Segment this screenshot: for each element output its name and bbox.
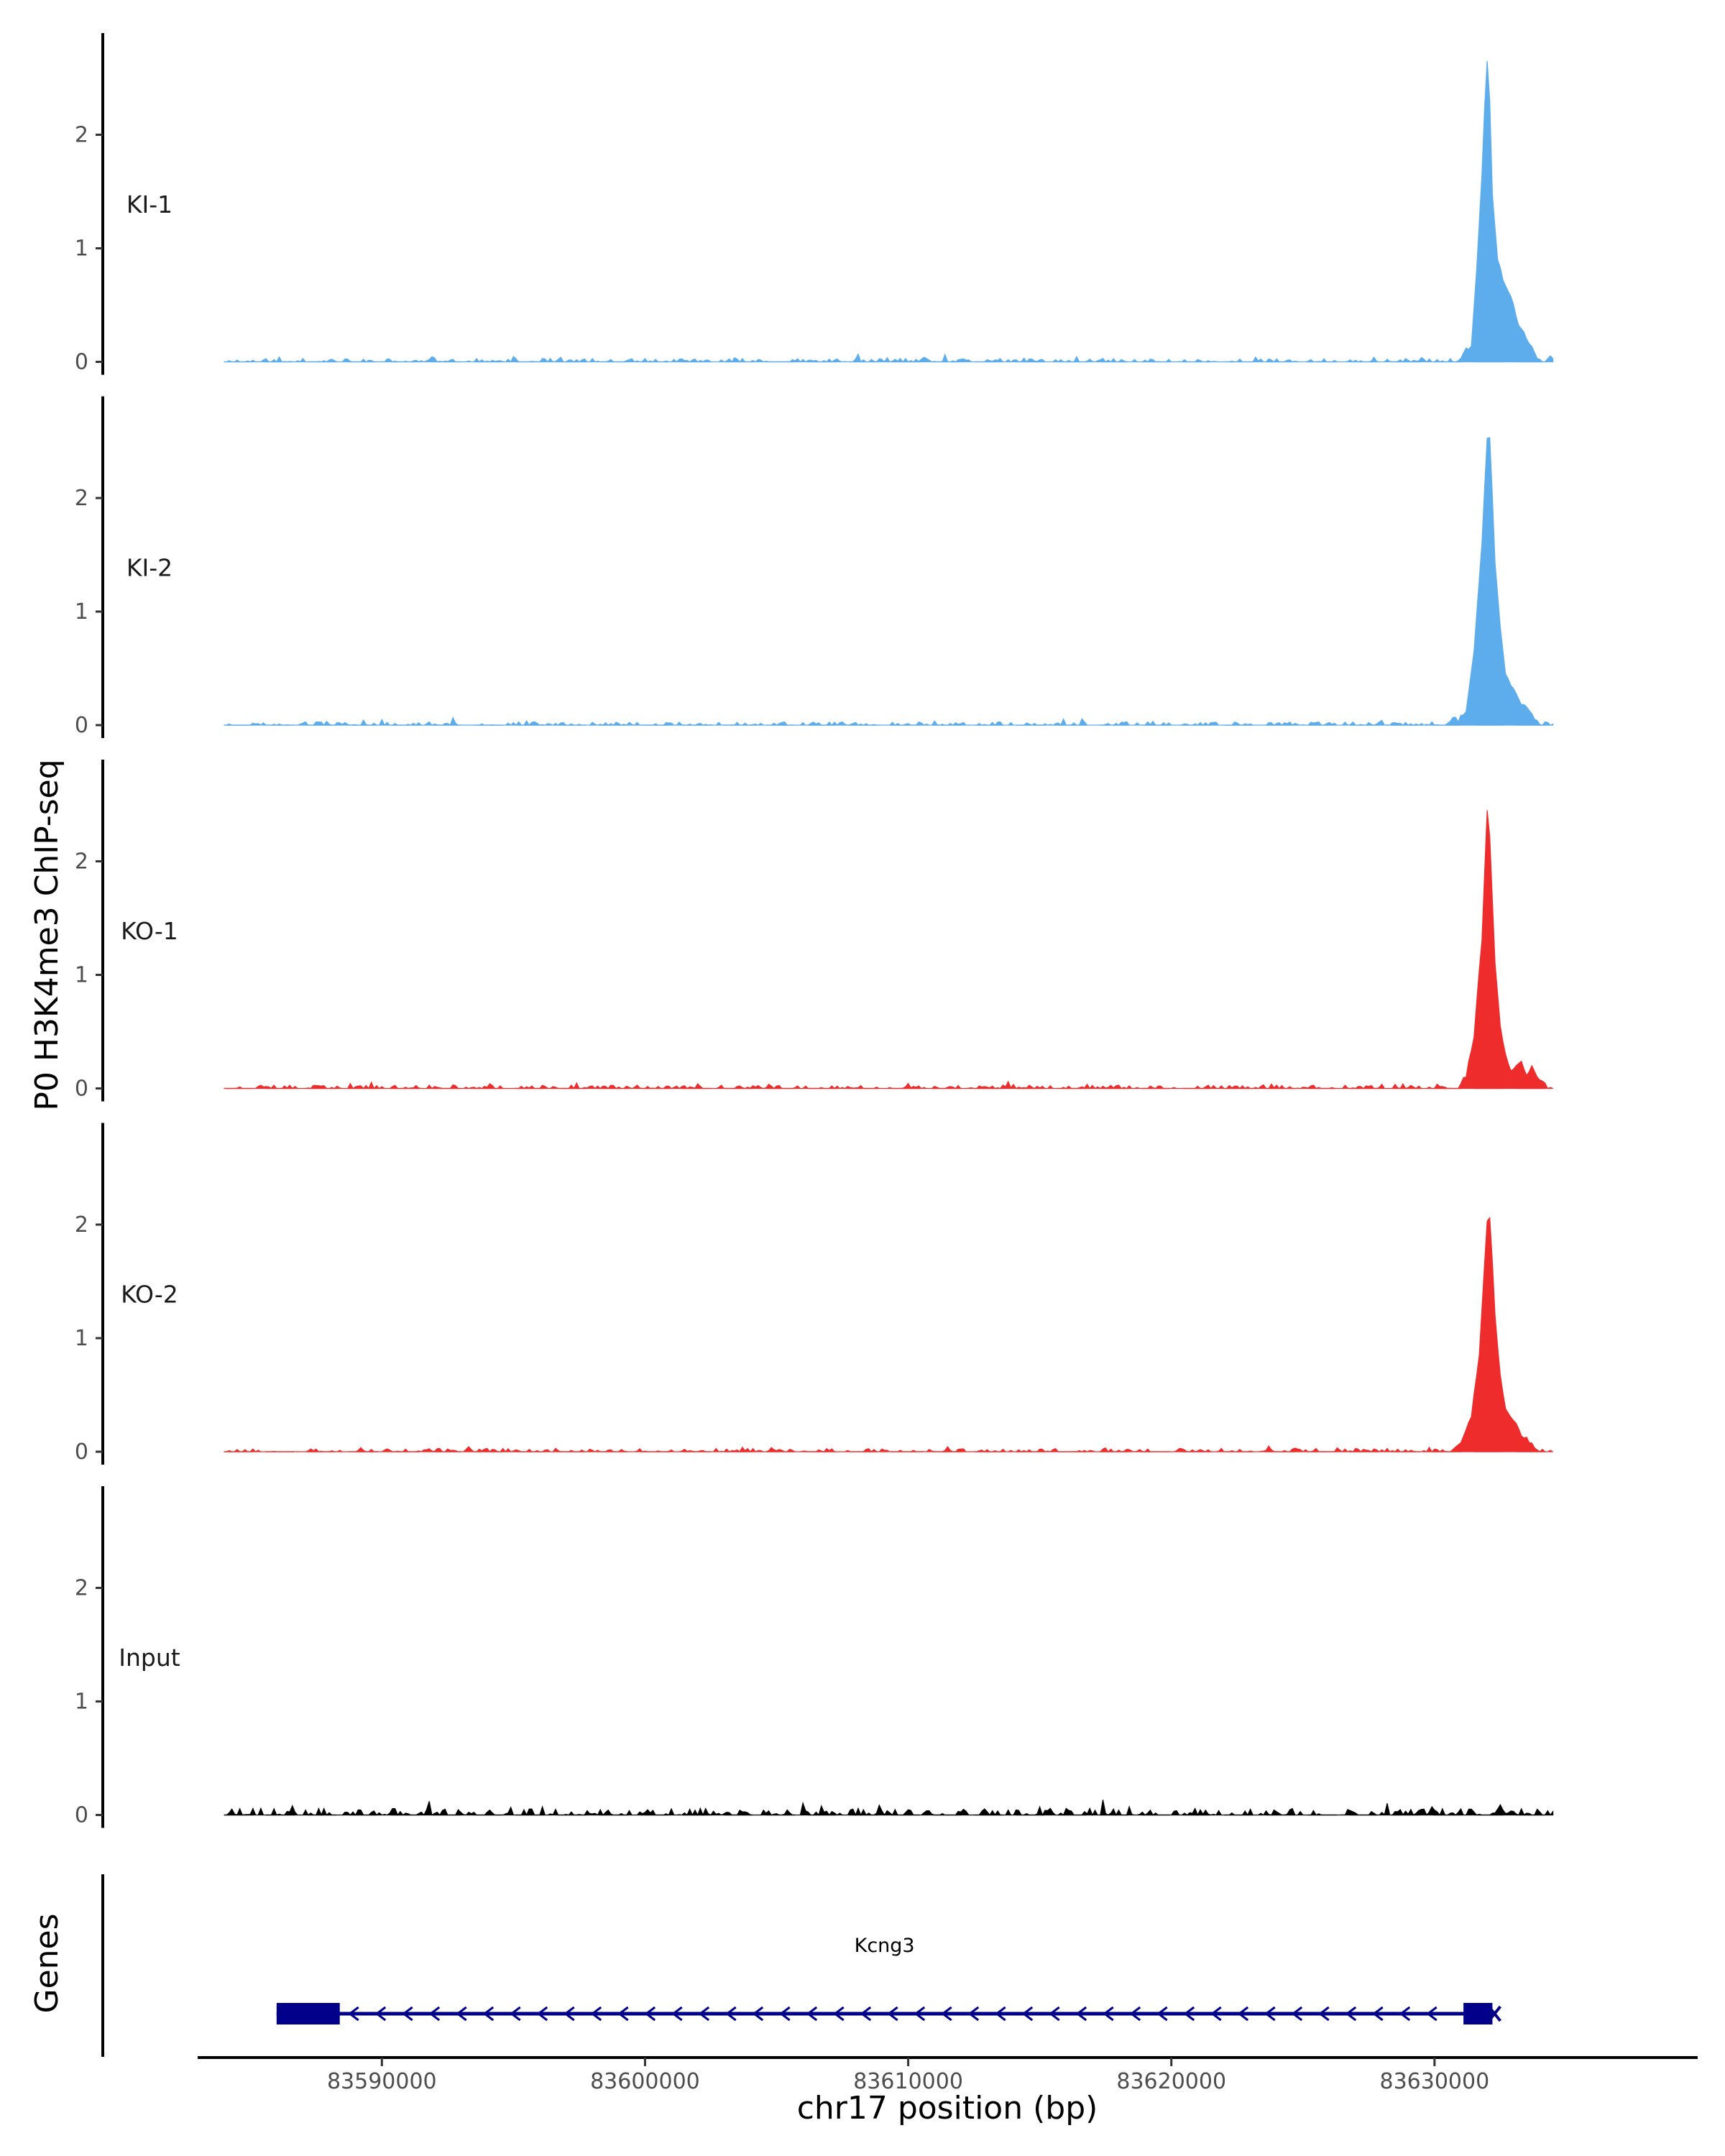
x-tick-label: 83630000	[1380, 2069, 1490, 2094]
x-tick-label: 83620000	[1116, 2069, 1226, 2094]
y-tick-label: 1	[75, 236, 88, 262]
y-tick-label: 0	[75, 713, 88, 738]
strand-arrow	[1345, 2006, 1357, 2022]
strand-arrow	[510, 2006, 521, 2022]
strand-arrow	[1399, 2006, 1411, 2022]
strand-arrow	[1291, 2006, 1303, 2022]
gene-exon	[1463, 2003, 1493, 2024]
y-tick-label: 2	[75, 1576, 88, 1601]
strand-arrow	[860, 2006, 872, 2022]
y-tick-label: 2	[75, 849, 88, 875]
strand-arrow	[402, 2006, 413, 2022]
gene-end-marker	[1487, 2005, 1501, 2022]
strand-arrow	[1021, 2006, 1034, 2022]
track-ki-2: 0 1 2 KI-2	[75, 396, 1554, 738]
strand-arrow	[1372, 2006, 1384, 2022]
strand-arrow	[914, 2006, 926, 2022]
strand-arrow	[1129, 2006, 1141, 2022]
strand-arrow	[564, 2006, 575, 2022]
strand-arrow	[833, 2006, 845, 2022]
strand-arrow	[1210, 2006, 1222, 2022]
strand-arrow	[1183, 2006, 1195, 2022]
x-tick-label: 83600000	[590, 2069, 700, 2094]
gene-name-label: Kcng3	[855, 1935, 915, 1957]
strand-arrow	[698, 2006, 710, 2022]
y-tick-label: 1	[75, 963, 88, 988]
x-tick-label: 83610000	[853, 2069, 963, 2094]
strand-arrow	[995, 2006, 1006, 2022]
track-label: KO-1	[121, 917, 178, 945]
strand-arrow	[779, 2006, 791, 2022]
strand-arrow	[887, 2006, 898, 2022]
strand-arrow	[967, 2006, 980, 2022]
strand-arrow	[536, 2006, 548, 2022]
strand-arrow	[482, 2006, 494, 2022]
strand-arrow	[428, 2006, 441, 2022]
strand-arrow	[1318, 2006, 1330, 2022]
track-label: Input	[119, 1644, 180, 1672]
y-tick-label: 0	[75, 1077, 88, 1102]
signal-area-ki-2	[224, 436, 1554, 727]
strand-arrow	[374, 2006, 387, 2022]
y-tick-label: 2	[75, 123, 88, 148]
track-ki-1: 0 1 2 KI-1	[75, 33, 1554, 375]
strand-arrow	[590, 2006, 602, 2022]
y-tick-label: 0	[75, 350, 88, 375]
gene-panel-title: Genes	[29, 1913, 65, 2013]
x-axis-title: chr17 position (bp)	[797, 2090, 1098, 2127]
gene-exon	[276, 2003, 340, 2024]
y-axis-title: P0 H3K4me3 ChIP-seq	[29, 759, 65, 1110]
x-tick-label: 83590000	[327, 2069, 437, 2094]
strand-arrow	[1237, 2006, 1249, 2022]
strand-arrow	[725, 2006, 737, 2022]
track-ko-2: 0 1 2 KO-2	[75, 1123, 1553, 1465]
x-axis: 83590000 83600000 83610000 83620000 83630000	[198, 2056, 1698, 2094]
strand-arrow	[1156, 2006, 1168, 2022]
strand-arrow	[671, 2006, 683, 2022]
y-tick-label: 0	[75, 1803, 88, 1828]
track-label: KO-2	[121, 1281, 178, 1309]
y-tick-label: 1	[75, 1326, 88, 1351]
strand-arrow	[1075, 2006, 1087, 2022]
strand-arrow	[1264, 2006, 1276, 2022]
track-input: 0 1 2 Input	[75, 1486, 1554, 1828]
strand-arrow	[752, 2006, 764, 2022]
signal-tracks: 0 1 2 KI-1 0 1 2 KI-2 0 1 2 KO-1 0 1 2 KO-2 0 1 2 Input	[75, 33, 1554, 1828]
strand-arrow	[348, 2006, 359, 2022]
strand-arrow	[941, 2006, 952, 2022]
strand-arrow	[456, 2006, 467, 2022]
strand-arrow	[806, 2006, 818, 2022]
gene-panel: Genes Kcng3	[29, 1874, 1501, 2057]
gene-kcng3: Kcng3	[276, 1935, 1501, 2024]
y-tick-label: 1	[75, 1690, 88, 1715]
track-ko-1: 0 1 2 KO-1	[75, 760, 1553, 1102]
y-tick-label: 0	[75, 1439, 88, 1465]
track-label: KI-2	[126, 554, 172, 582]
strand-arrow	[1049, 2006, 1060, 2022]
strand-arrow	[1103, 2006, 1114, 2022]
y-tick-label: 1	[75, 599, 88, 625]
y-tick-label: 2	[75, 486, 88, 511]
track-label: KI-1	[126, 190, 172, 218]
strand-arrow	[1426, 2006, 1438, 2022]
y-tick-label: 2	[75, 1212, 88, 1238]
strand-arrow	[644, 2006, 656, 2022]
strand-arrow	[617, 2006, 629, 2022]
